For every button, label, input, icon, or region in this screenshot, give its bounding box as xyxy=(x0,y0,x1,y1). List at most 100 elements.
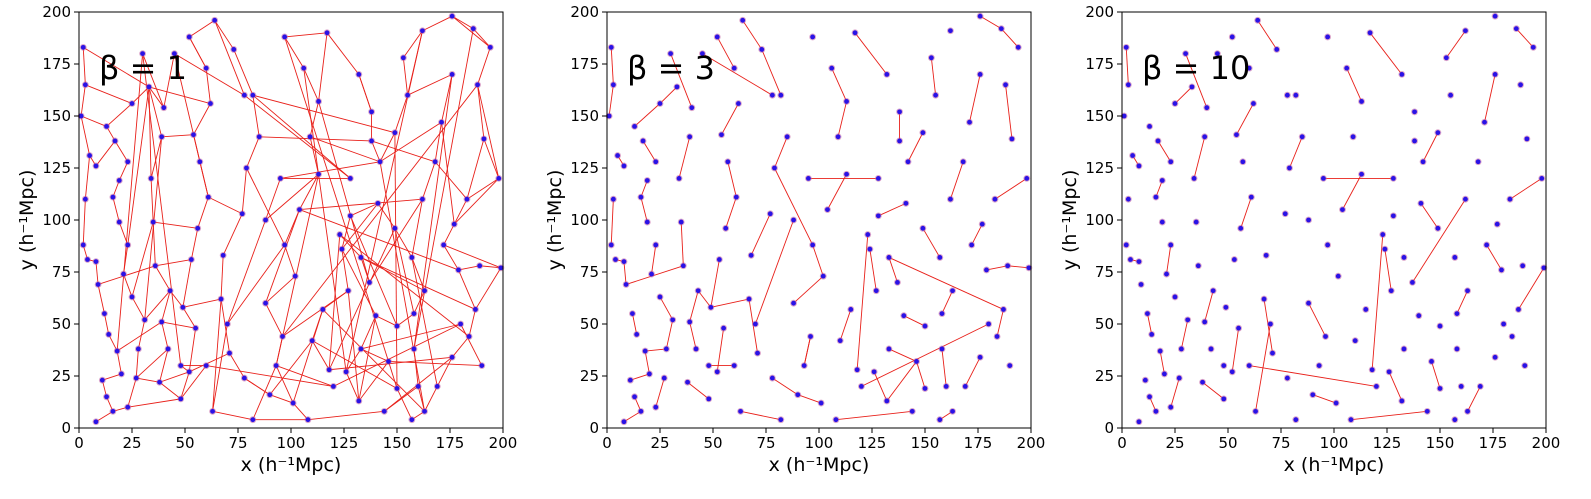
node-point xyxy=(129,101,135,106)
node-point xyxy=(1136,163,1142,169)
node-point xyxy=(282,242,288,248)
y-tick-label: 200 xyxy=(1085,3,1114,21)
edge-line xyxy=(793,275,824,304)
edge-line xyxy=(710,259,720,308)
node-point xyxy=(716,257,722,262)
edge-line xyxy=(360,323,461,350)
node-point xyxy=(1386,369,1392,375)
node-point xyxy=(381,408,387,414)
node-point xyxy=(1263,252,1269,258)
node-point xyxy=(93,259,99,264)
x-tick-label: 175 xyxy=(964,434,993,452)
node-point xyxy=(687,319,693,325)
edge-line xyxy=(82,199,86,245)
node-point xyxy=(736,101,741,106)
edge-line xyxy=(252,94,351,179)
edge-line xyxy=(106,103,133,127)
node-point xyxy=(740,17,746,23)
node-point xyxy=(1202,319,1208,325)
y-tick-label: 75 xyxy=(1095,263,1114,281)
node-point xyxy=(1299,134,1305,140)
edge-line xyxy=(116,350,122,375)
node-point xyxy=(241,92,247,98)
node-point xyxy=(1374,384,1379,389)
edge-line xyxy=(188,328,197,372)
node-point xyxy=(250,417,256,423)
node-point xyxy=(1412,109,1417,115)
node-point xyxy=(689,105,695,111)
node-point xyxy=(82,82,88,88)
x-tick-label: 75 xyxy=(756,434,775,452)
x-tick-label: 200 xyxy=(1532,434,1561,452)
node-point xyxy=(998,26,1004,32)
edge-line xyxy=(208,196,243,215)
node-point xyxy=(1024,176,1030,181)
edge-line xyxy=(434,122,442,162)
y-tick-label: 125 xyxy=(1085,159,1114,177)
node-point xyxy=(172,51,177,56)
node-point xyxy=(1492,354,1498,360)
node-point xyxy=(392,225,398,231)
edge-line xyxy=(659,296,674,321)
node-point xyxy=(116,178,122,183)
node-point xyxy=(1270,350,1275,356)
node-point xyxy=(791,300,796,306)
node-point xyxy=(1159,219,1165,225)
node-point xyxy=(886,255,892,260)
edge-line xyxy=(148,86,152,179)
edge-line xyxy=(159,348,169,383)
edge-line xyxy=(424,386,438,412)
node-point xyxy=(657,294,663,300)
node-point xyxy=(875,213,881,219)
y-tick-label: 0 xyxy=(1104,419,1114,437)
edge-line xyxy=(131,86,150,104)
node-point xyxy=(375,200,381,206)
node-point xyxy=(159,134,165,140)
edge-line xyxy=(205,68,211,104)
node-point xyxy=(1240,159,1246,165)
edge-line xyxy=(252,94,395,134)
edge-line xyxy=(441,122,455,225)
node-point xyxy=(373,313,379,319)
node-point xyxy=(610,82,616,88)
edge-line xyxy=(212,299,222,412)
edge-line xyxy=(659,86,678,104)
node-point xyxy=(835,134,841,140)
edge-line xyxy=(350,202,379,217)
edge-line xyxy=(318,101,370,283)
node-point xyxy=(848,307,854,312)
node-point xyxy=(411,311,417,316)
node-point xyxy=(456,267,461,273)
node-point xyxy=(369,109,374,115)
node-point xyxy=(969,242,975,248)
edge-line xyxy=(670,53,693,108)
node-point xyxy=(1293,92,1299,98)
node-point xyxy=(110,408,116,414)
edge-line xyxy=(150,178,154,223)
node-point xyxy=(320,307,326,312)
panel-title: β = 3 xyxy=(627,49,715,87)
node-point xyxy=(627,377,633,383)
edge-line xyxy=(443,244,459,271)
node-point xyxy=(706,363,712,368)
edge-line xyxy=(451,15,491,48)
edge-line xyxy=(265,178,281,221)
edge-line xyxy=(154,265,171,291)
edge-line xyxy=(284,36,389,362)
node-point xyxy=(150,219,156,225)
edge-line xyxy=(292,402,309,420)
edge-line xyxy=(1342,174,1362,210)
edge-line xyxy=(710,298,750,308)
node-point xyxy=(755,350,760,356)
edge-line xyxy=(360,257,425,292)
node-point xyxy=(1153,408,1159,414)
node-point xyxy=(415,384,421,389)
edge-line xyxy=(411,257,438,387)
edge-line xyxy=(349,215,398,327)
node-point xyxy=(610,196,616,202)
x-tick-label: 75 xyxy=(1271,434,1290,452)
edge-line xyxy=(477,84,500,179)
edge-line xyxy=(1005,84,1013,139)
node-point xyxy=(1492,13,1498,19)
